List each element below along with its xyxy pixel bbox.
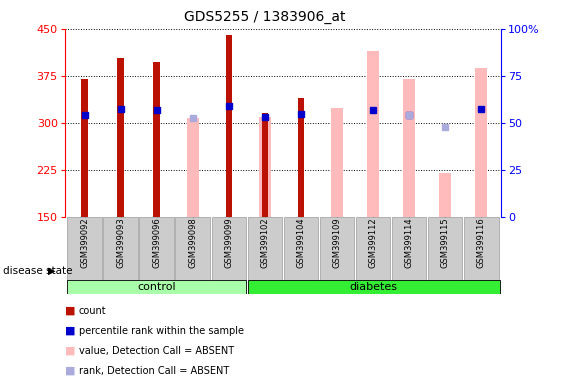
Text: GSM399098: GSM399098 bbox=[188, 218, 197, 268]
Text: GSM399096: GSM399096 bbox=[152, 218, 161, 268]
Text: GSM399102: GSM399102 bbox=[260, 218, 269, 268]
Bar bbox=[67, 280, 246, 294]
Text: ■: ■ bbox=[65, 366, 75, 376]
Text: control: control bbox=[137, 282, 176, 292]
Text: GSM399115: GSM399115 bbox=[441, 218, 450, 268]
Text: percentile rank within the sample: percentile rank within the sample bbox=[79, 326, 244, 336]
Text: diabetes: diabetes bbox=[350, 282, 398, 292]
Text: GSM399114: GSM399114 bbox=[405, 218, 414, 268]
Text: GSM399104: GSM399104 bbox=[297, 218, 306, 268]
Text: GSM399099: GSM399099 bbox=[224, 218, 233, 268]
Bar bbox=[81, 79, 88, 217]
Bar bbox=[248, 217, 282, 280]
Bar bbox=[104, 217, 138, 280]
Bar bbox=[298, 98, 304, 217]
Bar bbox=[140, 217, 174, 280]
Bar bbox=[259, 117, 271, 217]
Bar bbox=[284, 217, 318, 280]
Bar bbox=[262, 114, 268, 217]
Text: GSM399112: GSM399112 bbox=[369, 218, 378, 268]
Bar bbox=[464, 217, 499, 280]
Bar bbox=[118, 58, 124, 217]
Text: GDS5255 / 1383906_at: GDS5255 / 1383906_at bbox=[184, 10, 345, 23]
Text: GSM399109: GSM399109 bbox=[333, 218, 342, 268]
Bar bbox=[187, 119, 199, 217]
Bar bbox=[331, 108, 343, 217]
Bar bbox=[176, 217, 210, 280]
Bar bbox=[248, 280, 500, 294]
Bar bbox=[392, 217, 426, 280]
Text: value, Detection Call = ABSENT: value, Detection Call = ABSENT bbox=[79, 346, 234, 356]
Bar bbox=[154, 62, 160, 217]
Text: ▶: ▶ bbox=[48, 266, 55, 276]
Text: GSM399092: GSM399092 bbox=[80, 218, 89, 268]
Text: disease state: disease state bbox=[3, 266, 72, 276]
Bar bbox=[403, 79, 415, 217]
Bar bbox=[428, 217, 462, 280]
Bar bbox=[439, 173, 451, 217]
Bar bbox=[367, 51, 379, 217]
Text: rank, Detection Call = ABSENT: rank, Detection Call = ABSENT bbox=[79, 366, 229, 376]
Bar bbox=[356, 217, 390, 280]
Text: GSM399116: GSM399116 bbox=[477, 218, 486, 268]
Text: ■: ■ bbox=[65, 326, 75, 336]
Text: count: count bbox=[79, 306, 106, 316]
Bar bbox=[226, 35, 232, 217]
Bar bbox=[476, 68, 487, 217]
Bar bbox=[67, 217, 102, 280]
Text: ■: ■ bbox=[65, 346, 75, 356]
Text: GSM399093: GSM399093 bbox=[116, 218, 125, 268]
Text: ■: ■ bbox=[65, 306, 75, 316]
Bar bbox=[212, 217, 246, 280]
Bar bbox=[320, 217, 354, 280]
